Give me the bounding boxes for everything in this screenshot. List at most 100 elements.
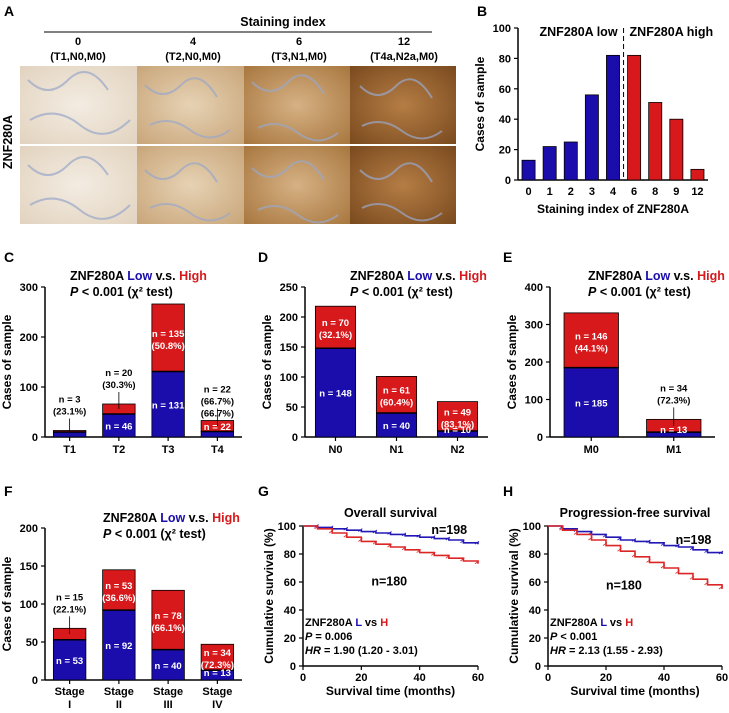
y-tick-label: 50 <box>286 402 298 414</box>
y-tick-label: 0 <box>537 432 543 444</box>
y-tick-label: 300 <box>525 320 543 332</box>
censor-mark <box>660 542 666 546</box>
x-tick-label: Stage <box>104 686 134 698</box>
series-label-low: n=198 <box>431 523 467 537</box>
censor-mark <box>358 538 363 542</box>
y-tick-label: 40 <box>499 114 511 126</box>
data-label-high-pct: (50.8%) <box>151 341 184 352</box>
x-tick-label: 8 <box>652 186 658 198</box>
censor-mark <box>602 542 608 546</box>
bar-high-N1 <box>375 375 418 414</box>
censor-mark <box>689 575 695 580</box>
censor-mark <box>431 552 436 556</box>
y-tick-label: 300 <box>20 282 38 294</box>
x-axis-title: Staining index of ZNF280A <box>537 202 689 216</box>
y-tick-label: 0 <box>505 175 511 187</box>
censor-mark <box>343 533 348 538</box>
bar-2 <box>563 141 578 181</box>
censor-mark <box>559 526 564 531</box>
data-label-low: n = 185 <box>575 398 608 409</box>
bar-9 <box>669 118 684 181</box>
data-label-high-pct: (66.1%) <box>151 623 184 634</box>
x-tick-label: II <box>116 699 122 711</box>
data-label-high: n = 70 <box>322 318 349 329</box>
y-tick-label: 60 <box>284 577 296 589</box>
bar-6 <box>627 54 642 181</box>
data-label-above-pct: (22.1%) <box>53 604 86 615</box>
chart-pvalue: P < 0.001 (χ² test) <box>103 527 206 541</box>
chart-pvalue: P < 0.001 (χ² test) <box>350 285 453 299</box>
col-stage-2: (T3,N1,M0) <box>271 51 327 63</box>
panel-label-g: G <box>258 483 269 499</box>
y-tick-label: 200 <box>280 312 298 324</box>
data-label-high-pct: (44.1%) <box>575 343 608 354</box>
data-label-low: n = 148 <box>319 389 351 400</box>
chart-c: ZNF280A Low v.s. High P < 0.001 (χ² test)… <box>0 269 242 456</box>
panel-label-e: E <box>503 249 512 265</box>
censor-mark <box>314 525 319 530</box>
data-label-low: n = 13 <box>660 425 687 436</box>
censor-mark <box>401 546 407 551</box>
x-tick-label: T2 <box>112 444 125 456</box>
x-tick-label: T1 <box>63 444 76 456</box>
x-tick-label: Stage <box>55 686 85 698</box>
col-index-1: 4 <box>190 36 197 48</box>
censor-mark <box>372 540 378 545</box>
data-label-high: n = 22 <box>204 422 231 433</box>
data-label-above: n = 22 <box>204 385 231 396</box>
x-tick-label: 2 <box>568 186 574 198</box>
chart-f: ZNF280A Low v.s. High P < 0.001 (χ² test)… <box>0 511 242 711</box>
censor-mark <box>474 540 480 545</box>
y-tick-label: 0 <box>32 432 38 444</box>
col-stage-0: (T1,N0,M0) <box>50 51 106 63</box>
x-tick-label: IV <box>212 699 223 711</box>
col-index-2: 6 <box>296 36 302 48</box>
x-tick-label: 60 <box>472 672 484 684</box>
chart-pvalue: P < 0.001 (χ² test) <box>588 285 691 299</box>
data-label-high-pct: (72.3%) <box>201 660 234 671</box>
censor-mark <box>445 536 451 541</box>
stat-groups: ZNF280A L vs H <box>305 617 388 629</box>
bar-high-T3 <box>151 303 185 372</box>
x-tick-label: III <box>164 699 173 711</box>
y-tick-label: 0 <box>535 661 541 673</box>
censor-mark <box>372 529 378 534</box>
y-tick-label: 40 <box>284 605 296 617</box>
series-label-high: n=180 <box>606 579 642 593</box>
chart-title: ZNF280A Low v.s. High <box>70 269 207 283</box>
survival-curve-high <box>548 525 723 589</box>
y-tick-label: 200 <box>20 523 38 535</box>
data-label-high: n = 135 <box>152 329 185 340</box>
y-tick-label: 80 <box>499 53 511 65</box>
bar-12 <box>690 168 705 181</box>
data-label-low: n = 53 <box>56 656 83 667</box>
staining-columns: 0 (T1,N0,M0) 4 (T2,N0,M0) 6 (T3,N1,M0) 1… <box>50 36 438 63</box>
data-label-above-pct: (23.1%) <box>53 407 86 418</box>
chart-title: ZNF280A Low v.s. High <box>350 269 487 283</box>
censor-mark <box>387 543 392 548</box>
chart-e: ZNF280A Low v.s. High P < 0.001 (χ² test)… <box>505 269 725 456</box>
col-stage-1: (T2,N0,M0) <box>165 51 221 63</box>
censor-mark <box>675 570 680 574</box>
stat-pvalue: P < 0.001 <box>550 631 597 643</box>
y-tick-label: 400 <box>525 282 543 294</box>
x-tick-label: 60 <box>716 672 728 684</box>
row-label-znf280a: ZNF280A <box>1 115 15 169</box>
x-tick-label: N0 <box>328 444 342 456</box>
data-label-low: n = 92 <box>105 641 132 652</box>
censor-mark <box>358 528 363 532</box>
censor-mark <box>474 560 480 565</box>
x-tick-label: T3 <box>162 444 175 456</box>
data-label-above: n = 3 <box>59 395 81 406</box>
y-axis-title: Cases of sample <box>0 556 14 651</box>
y-axis-title: Cases of sample <box>0 314 14 409</box>
y-tick-label: 0 <box>290 661 296 673</box>
micrograph-image <box>244 66 350 144</box>
bar-low-T3 <box>151 371 185 438</box>
x-tick-label: Stage <box>202 686 232 698</box>
y-tick-label: 20 <box>284 633 296 645</box>
censor-mark <box>387 531 392 535</box>
staining-index-header: Staining index <box>240 15 325 29</box>
y-tick-label: 50 <box>26 637 38 649</box>
